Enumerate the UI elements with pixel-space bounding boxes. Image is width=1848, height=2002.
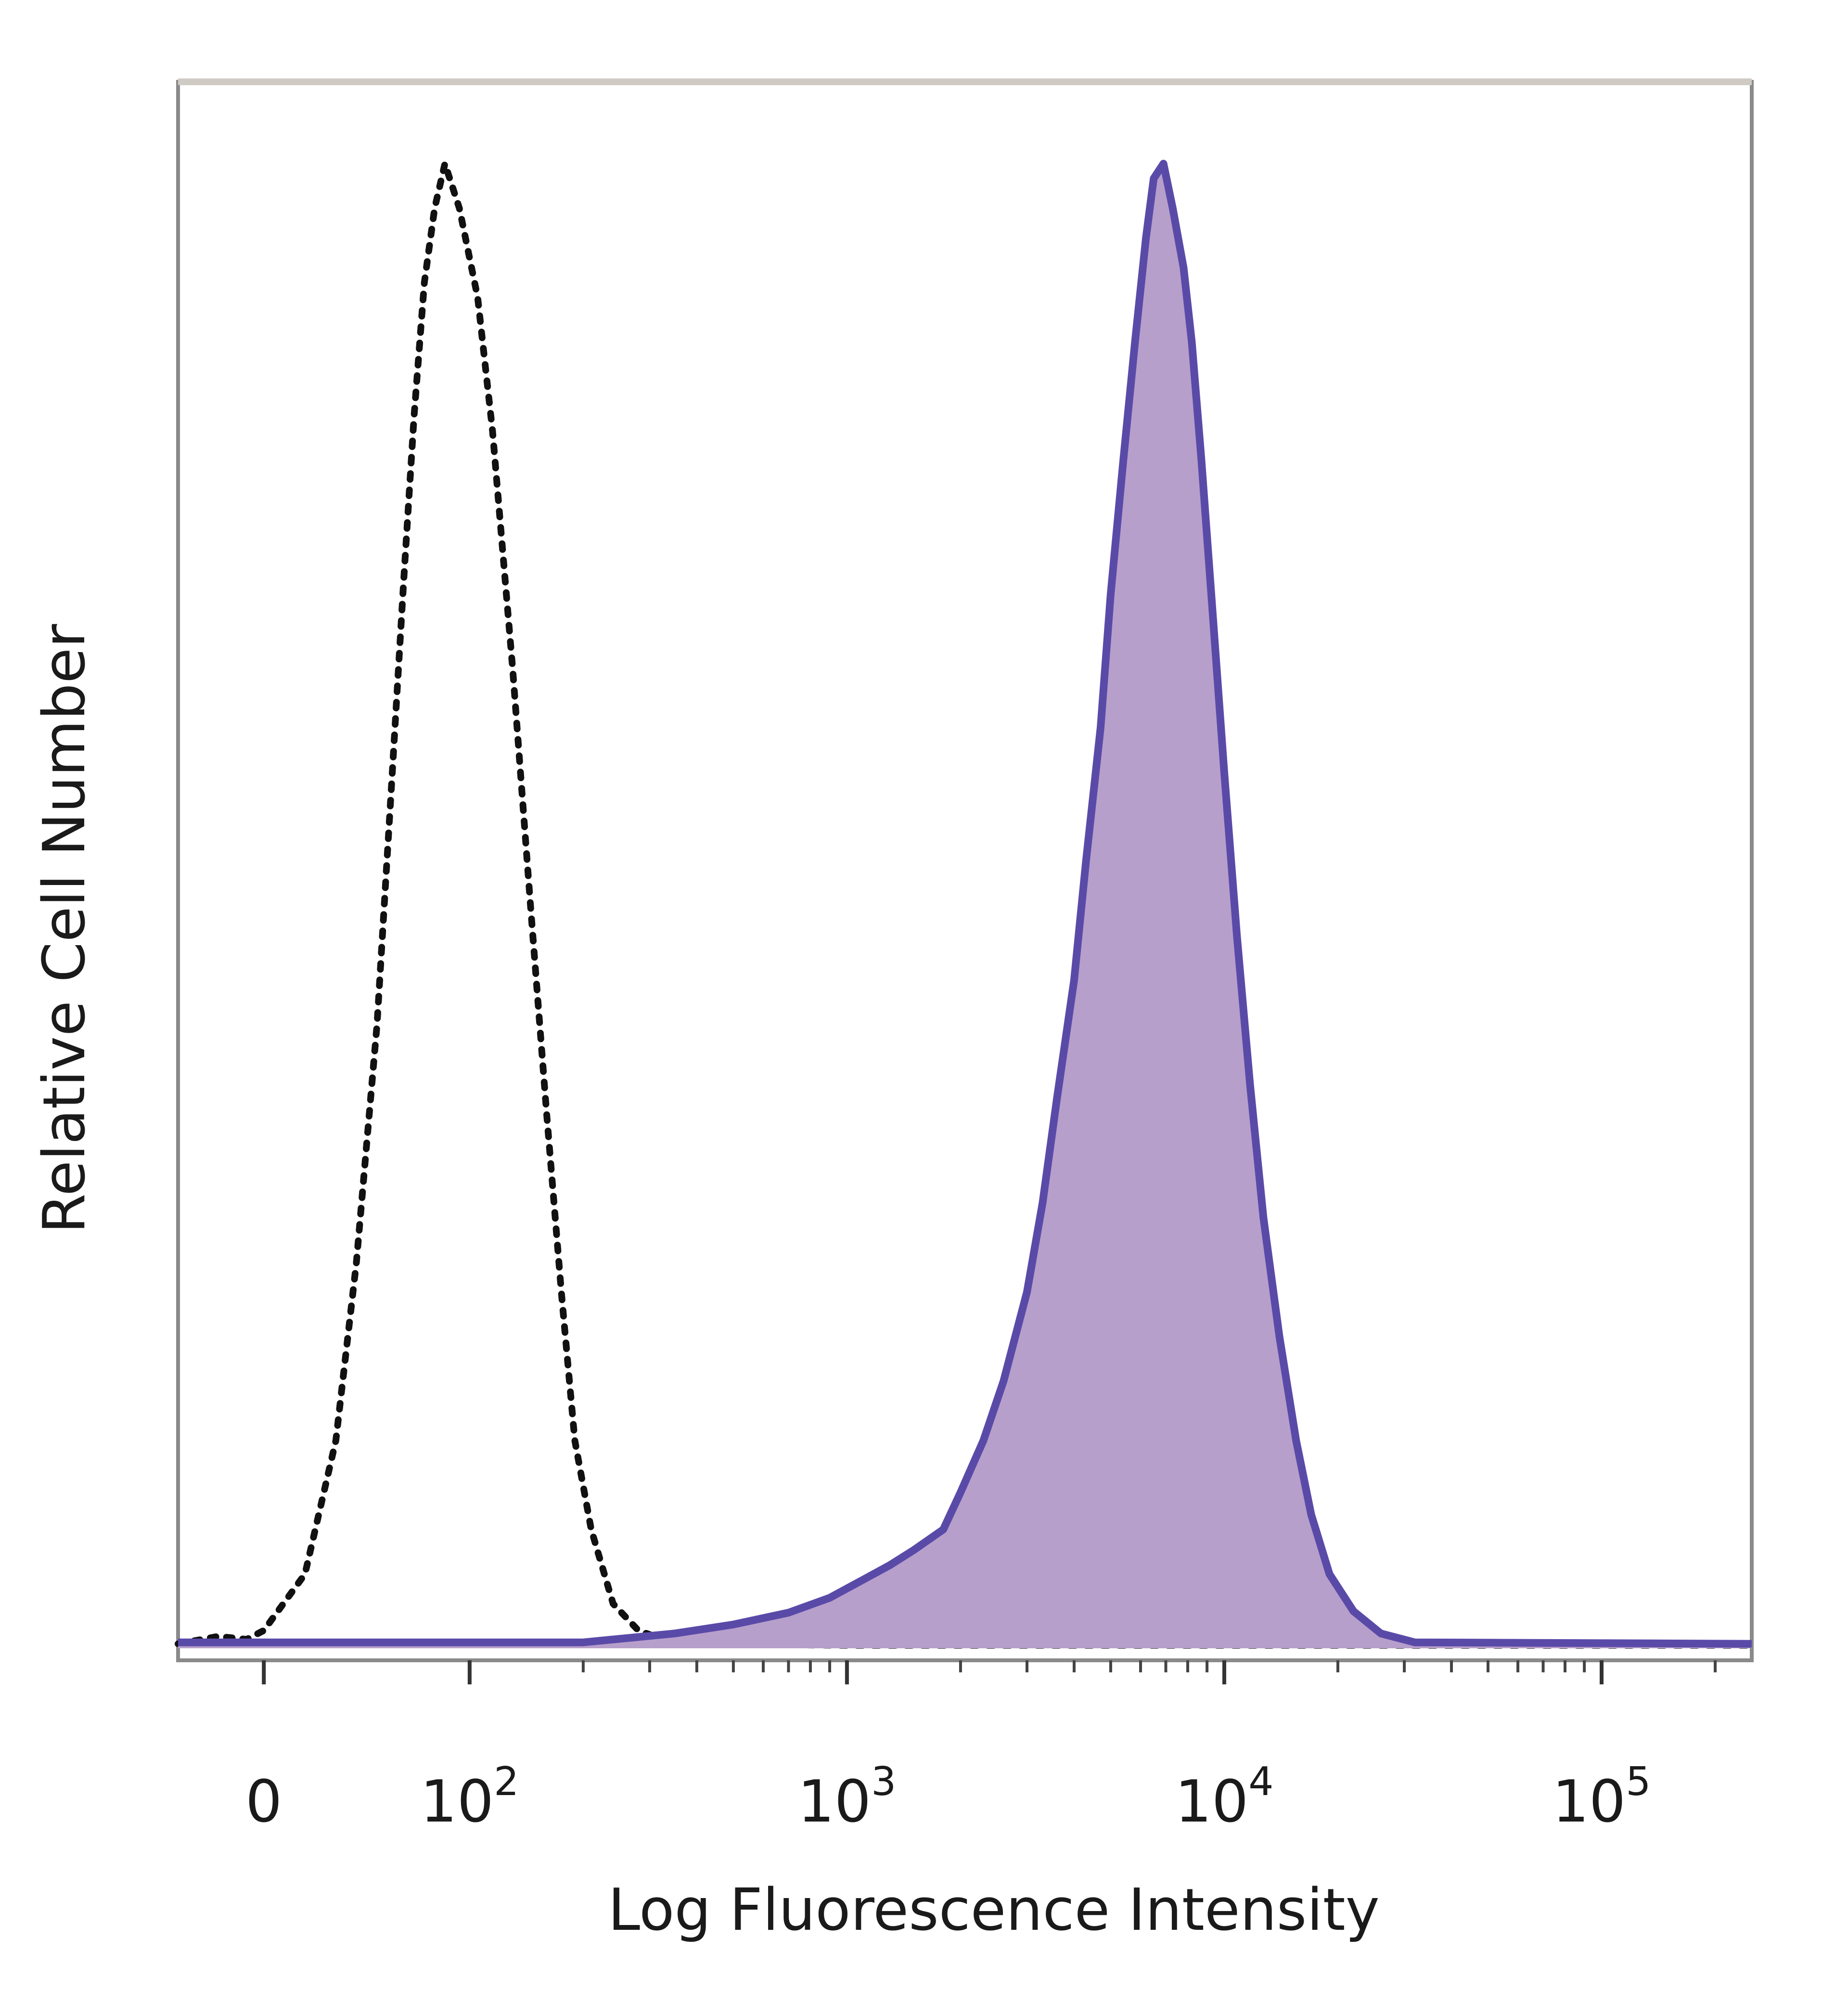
series-line-0 [175,151,1755,1649]
x-tick-label-2: 103 [797,1759,896,1835]
x-tick-label-3: 104 [1175,1759,1274,1835]
x-tick-label-0: 0 [245,1769,282,1835]
x-axis-title: Log Fluorescence Intensity [608,1877,1379,1944]
y-axis-title: Relative Cell Number [31,624,98,1233]
x-tick-label-1: 102 [420,1759,519,1835]
plot-frame [176,80,1754,1662]
series-line-1 [178,160,1752,1648]
x-tick-label-4: 105 [1553,1759,1651,1835]
